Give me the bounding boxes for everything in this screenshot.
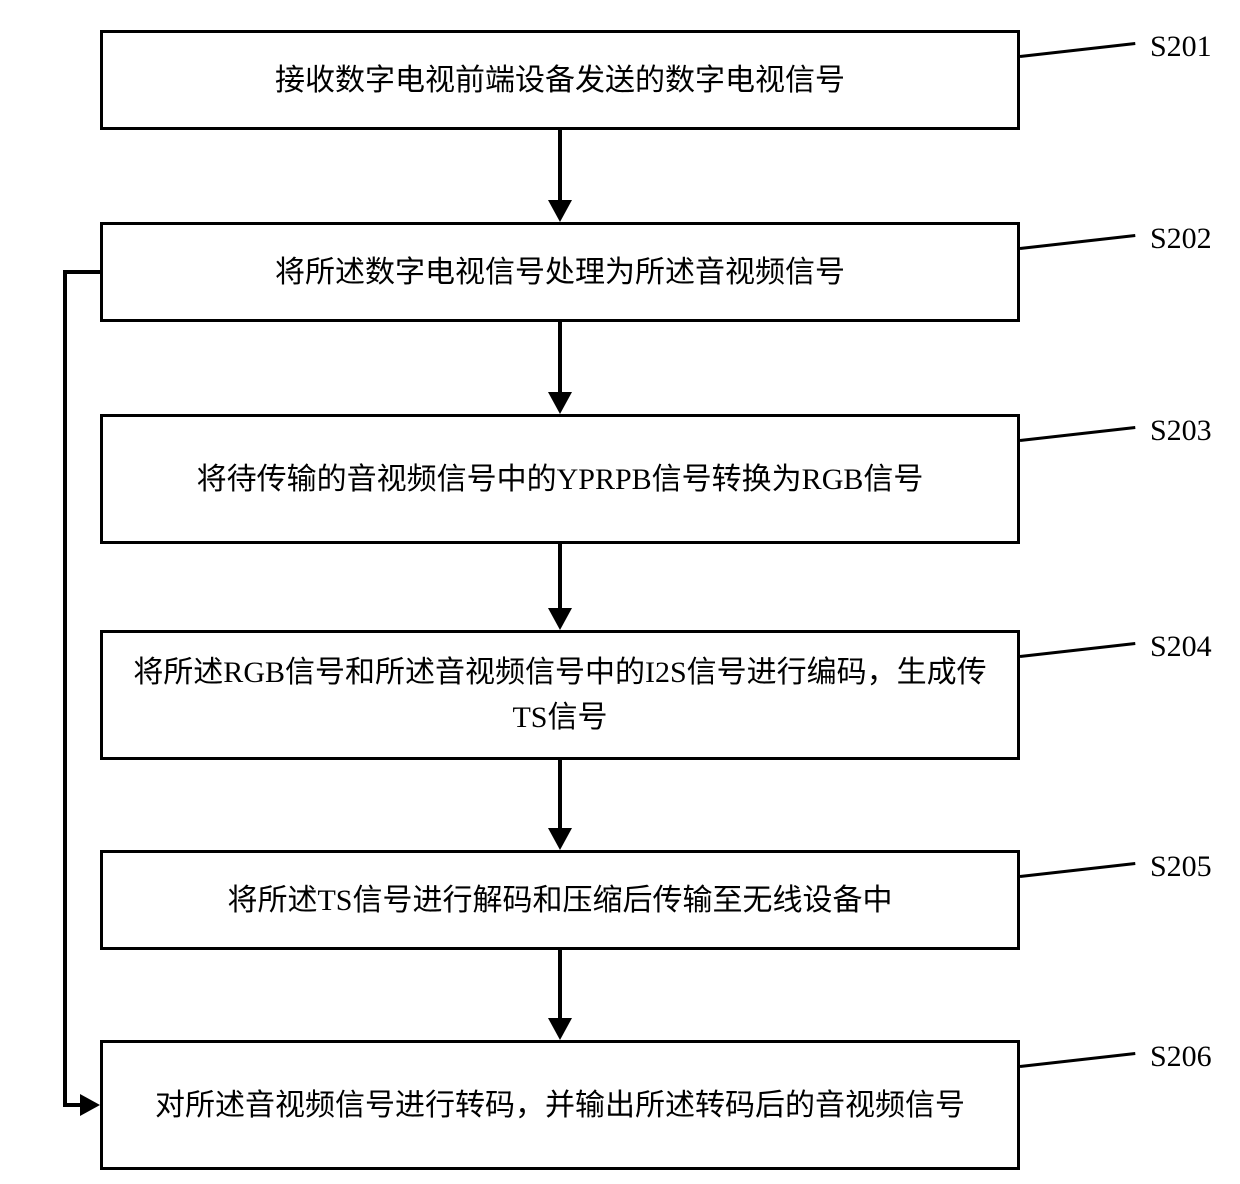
step-text: 将待传输的音视频信号中的YPRPB信号转换为RGB信号: [197, 457, 924, 502]
step-label-S203: S203: [1150, 414, 1212, 448]
step-text: 接收数字电视前端设备发送的数字电视信号: [275, 58, 845, 103]
arrow-head-icon: [548, 392, 572, 414]
step-box-S201: 接收数字电视前端设备发送的数字电视信号: [100, 30, 1020, 130]
step-label-S206: S206: [1150, 1040, 1212, 1074]
arrow-line: [558, 760, 562, 828]
step-box-S204: 将所述RGB信号和所述音视频信号中的I2S信号进行编码，生成传TS信号: [100, 630, 1020, 760]
side-connector-v: [63, 270, 67, 1107]
step-text: 对所述音视频信号进行转码，并输出所述转码后的音视频信号: [155, 1083, 965, 1128]
step-label-S204: S204: [1150, 630, 1212, 664]
arrow-head-icon: [548, 200, 572, 222]
step-text: 将所述数字电视信号处理为所述音视频信号: [275, 250, 845, 295]
step-text: 将所述TS信号进行解码和压缩后传输至无线设备中: [227, 878, 892, 923]
leader-line: [1020, 862, 1135, 878]
arrow-head-icon: [548, 608, 572, 630]
arrow-line: [558, 130, 562, 200]
step-label-S205: S205: [1150, 850, 1212, 884]
arrow-head-icon: [548, 828, 572, 850]
step-box-S205: 将所述TS信号进行解码和压缩后传输至无线设备中: [100, 850, 1020, 950]
side-arrow-head-icon: [80, 1094, 100, 1116]
step-text: 将所述RGB信号和所述音视频信号中的I2S信号进行编码，生成传TS信号: [123, 650, 997, 740]
side-connector-h1: [65, 270, 100, 274]
step-label-S201: S201: [1150, 30, 1212, 64]
step-label-S202: S202: [1150, 222, 1212, 256]
leader-line: [1020, 42, 1135, 58]
step-box-S203: 将待传输的音视频信号中的YPRPB信号转换为RGB信号: [100, 414, 1020, 544]
step-box-S206: 对所述音视频信号进行转码，并输出所述转码后的音视频信号: [100, 1040, 1020, 1170]
leader-line: [1020, 234, 1135, 250]
step-box-S202: 将所述数字电视信号处理为所述音视频信号: [100, 222, 1020, 322]
arrow-line: [558, 322, 562, 392]
arrow-head-icon: [548, 1018, 572, 1040]
leader-line: [1020, 642, 1135, 658]
leader-line: [1020, 1052, 1135, 1068]
side-connector-h2: [65, 1103, 80, 1107]
arrow-line: [558, 950, 562, 1018]
flowchart-canvas: 接收数字电视前端设备发送的数字电视信号 S201 将所述数字电视信号处理为所述音视频…: [0, 0, 1240, 1184]
arrow-line: [558, 544, 562, 608]
leader-line: [1020, 426, 1135, 442]
